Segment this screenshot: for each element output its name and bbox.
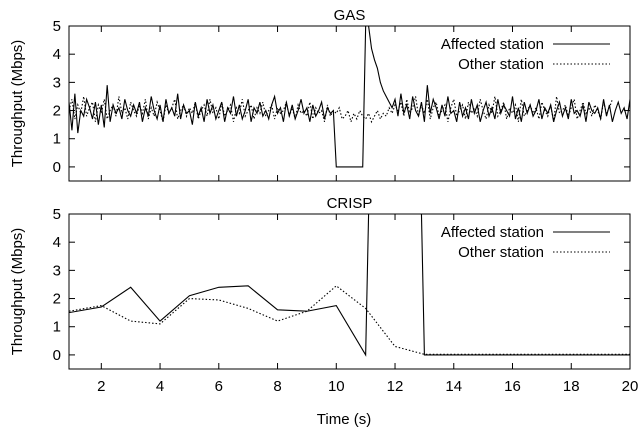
panel-gas: GAS Throughput (Mbps) 0 1 2 3 4 5 Affected stati…	[9, 7, 631, 182]
legend-label: Other station	[458, 244, 544, 261]
y-tick-label: 1	[53, 131, 61, 148]
series-line-other-station	[69, 96, 613, 124]
y-tick-label: 2	[53, 291, 61, 308]
x-tick-label: 4	[156, 378, 164, 395]
y-axis-label: Throughput (Mbps)	[9, 228, 26, 356]
x-tick-label: 20	[622, 378, 639, 395]
x-tick-label: 6	[215, 378, 223, 395]
y-tick-label: 2	[53, 103, 61, 120]
series-line-other-station	[69, 285, 630, 355]
y-tick-label: 4	[53, 46, 61, 63]
x-tick-label: 16	[504, 378, 521, 395]
y-tick-label: 1	[53, 319, 61, 336]
series-line-affected-station	[69, 214, 630, 357]
y-tick-label: 5	[53, 18, 61, 35]
y-tick-label: 5	[53, 206, 61, 223]
y-tick-label: 0	[53, 347, 61, 364]
y-axis-label: Throughput (Mbps)	[9, 40, 26, 168]
y-tick-label: 3	[53, 262, 61, 279]
plot-frame	[68, 213, 631, 370]
x-tick-label: 10	[328, 378, 345, 395]
legend-label: Affected station	[441, 36, 544, 53]
panel-title: GAS	[334, 7, 366, 24]
y-tick-label: 3	[53, 74, 61, 91]
y-tick-label: 4	[53, 234, 61, 251]
x-tick-label: 12	[387, 378, 404, 395]
series-line-affected-station	[69, 26, 630, 168]
y-tick-label: 0	[53, 159, 61, 176]
panel-title: CRISP	[327, 195, 373, 212]
plot-frame	[68, 25, 631, 182]
legend-label: Other station	[458, 56, 544, 73]
legend: Affected station Other station	[441, 224, 610, 261]
legend-label: Affected station	[441, 224, 544, 241]
x-tick-label: 14	[445, 378, 462, 395]
x-tick-label: 8	[273, 378, 281, 395]
x-tick-label: 18	[563, 378, 580, 395]
x-tick-label: 2	[97, 378, 105, 395]
legend: Affected station Other station	[441, 36, 610, 73]
x-axis-label: Time (s)	[317, 411, 371, 428]
